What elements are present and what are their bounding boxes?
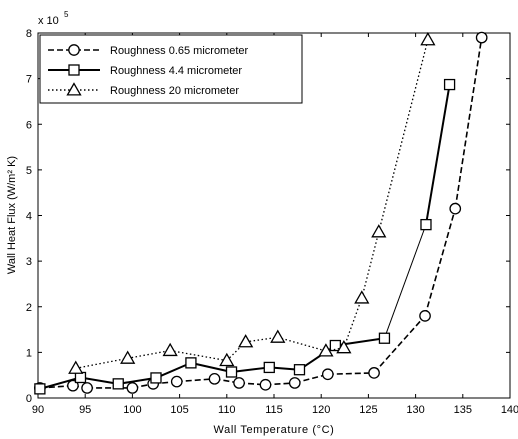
series-line-segment	[327, 372, 375, 376]
legend-label: Roughness 20 micrometer	[110, 85, 239, 97]
data-point-triangle	[120, 350, 136, 364]
legend-entry: Roughness 0.65 micrometer	[48, 44, 249, 57]
x-tick-label: 95	[79, 404, 91, 416]
data-point-triangle	[420, 32, 436, 46]
x-tick-label: 140	[501, 404, 518, 416]
series-line-segment	[226, 341, 247, 362]
x-tick-label: 90	[32, 404, 44, 416]
legend-entry: Roughness 4.4 micrometer	[48, 64, 242, 77]
series-line-segment	[383, 224, 427, 339]
series-2	[34, 78, 456, 395]
series-1	[34, 31, 488, 394]
data-point-circle	[321, 368, 334, 381]
y-axis-label: Wall Heat Flux (W/m² K)	[6, 156, 18, 274]
series-line-segment	[424, 208, 457, 317]
y-tick-label: 2	[26, 302, 32, 314]
data-point-square	[263, 361, 275, 374]
series-line-segment	[118, 376, 157, 385]
data-point-triangle	[336, 340, 352, 354]
data-point-circle	[81, 382, 93, 394]
series-layer	[34, 31, 488, 395]
legend-marker-circle	[68, 44, 80, 56]
x-tick-label: 100	[123, 404, 141, 416]
y-tick-label: 6	[26, 119, 32, 131]
series-line-segment	[277, 336, 327, 352]
data-point-triangle	[270, 329, 286, 343]
data-point-circle	[475, 31, 488, 44]
y-tick-label: 4	[26, 211, 32, 223]
series-line-segment	[176, 378, 215, 383]
axis-ticks: 90 95 100 105 110 115 120 125 130 135 140 0 1 2 3 4 5 6 7 8	[26, 28, 518, 416]
series-line-segment	[373, 315, 426, 374]
data-point-square	[150, 372, 162, 384]
legend-marker-square	[68, 64, 80, 76]
series-line-segment	[75, 357, 128, 369]
data-point-circle	[419, 310, 431, 322]
series-line-segment	[378, 39, 429, 233]
legend-marker-triangle	[66, 82, 82, 96]
series-line-segment	[170, 349, 227, 362]
series-line-segment	[424, 84, 451, 225]
y-tick-label: 1	[26, 347, 32, 359]
data-point-square	[378, 332, 391, 344]
y-tick-label: 0	[26, 393, 32, 405]
series-3	[68, 32, 436, 374]
legend-entry: Roughness 20 micrometer	[48, 82, 239, 97]
x-tick-label: 125	[359, 404, 377, 416]
x-tick-label: 135	[454, 404, 472, 416]
x-tick-label: 110	[218, 404, 236, 416]
data-point-circle	[288, 377, 301, 389]
data-point-triangle	[354, 290, 370, 304]
data-point-square	[420, 218, 432, 231]
data-point-square	[329, 339, 342, 352]
data-point-square	[34, 383, 46, 395]
series-line-segment	[155, 361, 192, 379]
data-point-circle	[208, 372, 221, 385]
y-axis-exponent-power: 5	[64, 10, 69, 19]
series-line-segment	[454, 37, 483, 209]
data-point-circle	[449, 202, 462, 215]
series-line-segment	[39, 376, 81, 390]
data-point-triangle	[371, 224, 387, 238]
y-axis-exponent: x 10 5	[38, 10, 69, 27]
y-axis-exponent-base: x 10	[38, 15, 59, 27]
data-point-circle	[126, 382, 139, 394]
series-line-segment	[325, 347, 344, 352]
data-point-square	[293, 364, 306, 376]
data-point-circle	[368, 367, 380, 379]
data-point-square	[443, 78, 456, 91]
legend-label: Roughness 4.4 micrometer	[110, 65, 242, 77]
legend: Roughness 0.65 micrometer Roughness 4.4 m…	[39, 34, 303, 104]
series-line-segment	[190, 361, 232, 373]
series-line-segment	[361, 231, 380, 299]
data-point-circle	[233, 377, 245, 389]
data-point-circle	[170, 375, 183, 388]
y-tick-label: 7	[26, 74, 32, 86]
series-line-segment	[231, 366, 270, 373]
y-tick-label: 5	[26, 165, 32, 177]
y-tick-label: 3	[26, 256, 32, 268]
data-point-triangle	[68, 360, 84, 374]
y-tick-label: 8	[26, 28, 32, 40]
x-tick-label: 105	[170, 404, 188, 416]
x-axis-label: Wall Temperature (°C)	[214, 424, 335, 436]
series-line-segment	[245, 336, 278, 343]
data-point-square	[112, 378, 124, 390]
data-point-triangle	[318, 343, 334, 357]
data-point-square	[225, 366, 238, 378]
x-tick-label: 115	[265, 404, 283, 416]
x-tick-label: 120	[312, 404, 330, 416]
series-line-segment	[343, 297, 363, 349]
series-line-segment	[80, 376, 119, 385]
legend-label: Roughness 0.65 micrometer	[110, 45, 249, 57]
data-point-triangle	[238, 334, 254, 348]
data-point-square	[74, 371, 87, 384]
x-tick-label: 130	[406, 404, 424, 416]
data-point-triangle	[219, 352, 235, 367]
data-point-square	[185, 357, 197, 369]
data-point-triangle	[162, 342, 178, 357]
data-point-circle	[259, 378, 272, 391]
